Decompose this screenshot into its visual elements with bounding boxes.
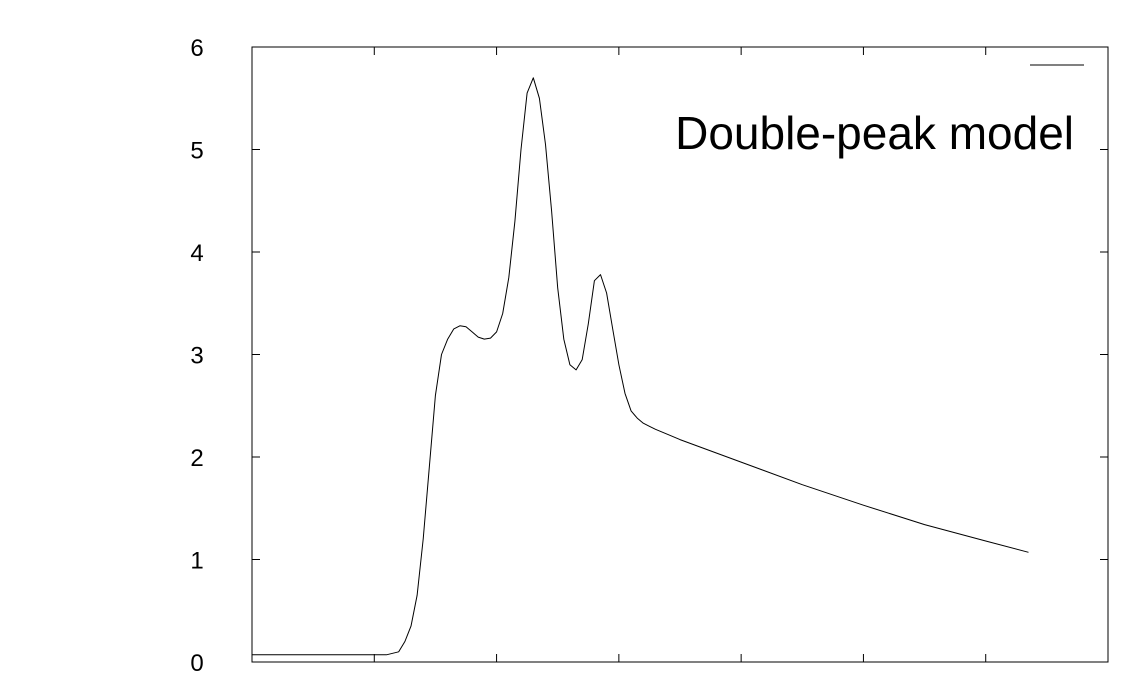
y-tick-label-4: 4 bbox=[190, 240, 203, 267]
model-annotation: Double-peak model bbox=[675, 107, 1074, 159]
y-tick-label-1: 1 bbox=[190, 548, 203, 575]
y-tick-label-3: 3 bbox=[190, 343, 203, 370]
y-tick-label-2: 2 bbox=[190, 445, 203, 472]
y-tick-label-5: 5 bbox=[190, 138, 203, 165]
series-group bbox=[252, 77, 1029, 656]
y-tick-label-6: 6 bbox=[190, 35, 203, 62]
series-line-0 bbox=[252, 77, 1029, 656]
axis-ticks bbox=[251, 46, 1109, 663]
y-tick-labels: 0 1 2 3 4 5 6 bbox=[190, 35, 203, 673]
y-tick-label-0: 0 bbox=[190, 650, 203, 673]
